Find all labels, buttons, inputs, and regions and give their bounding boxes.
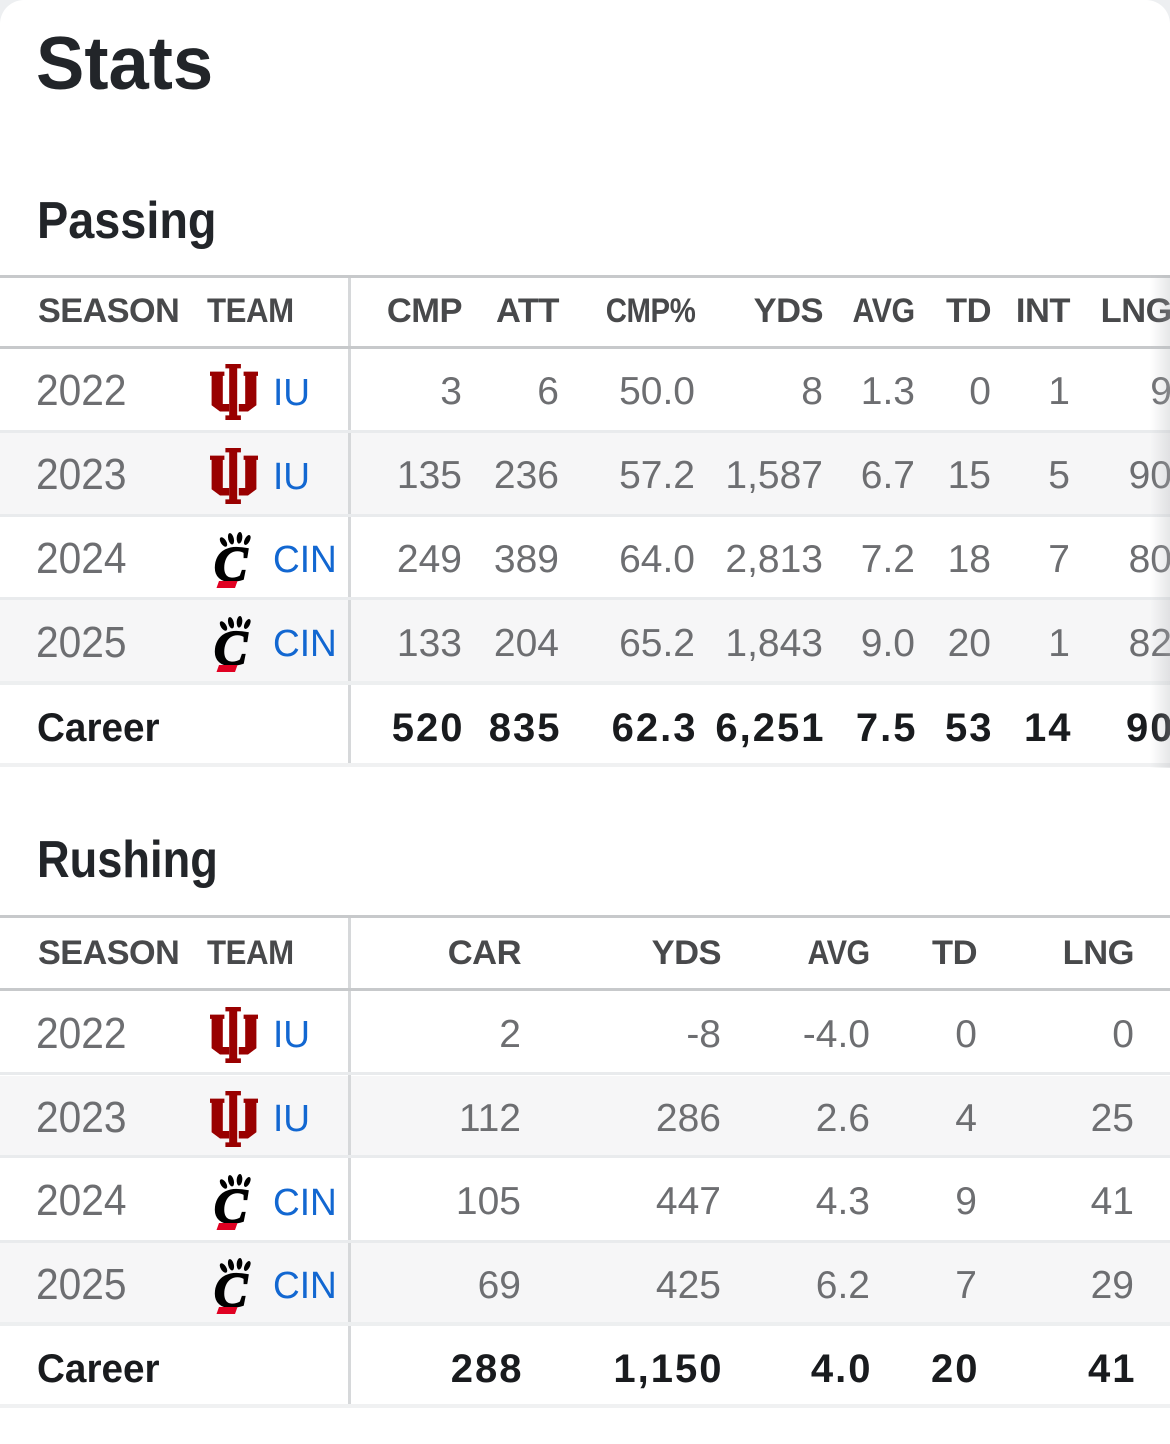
svg-text:C: C <box>214 535 248 589</box>
svg-text:C: C <box>214 1178 248 1232</box>
svg-text:C: C <box>214 1261 248 1315</box>
svg-text:C: C <box>214 619 248 673</box>
